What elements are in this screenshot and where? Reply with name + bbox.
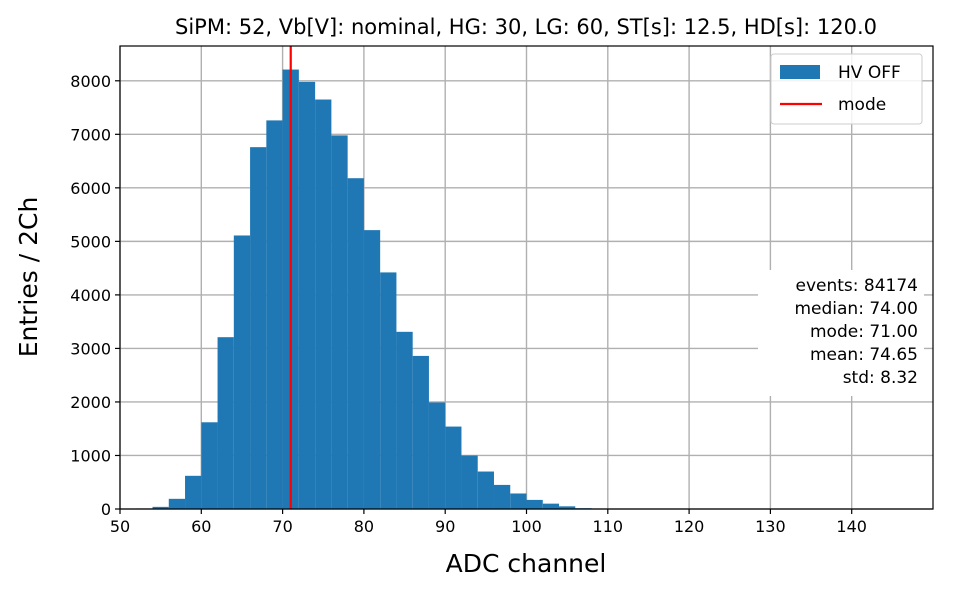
x-axis-label: ADC channel [446, 549, 607, 578]
histogram-bar [315, 99, 332, 510]
legend: HV OFF mode [770, 53, 923, 125]
y-axis-label: Entries / 2Ch [14, 197, 43, 358]
histogram-bar [363, 230, 381, 509]
histogram-bar [493, 484, 511, 509]
x-tick-label: 100 [511, 517, 542, 536]
y-tick-label: 4000 [70, 286, 111, 305]
stats-std: std: 8.32 [843, 368, 918, 388]
histogram-bar [185, 475, 202, 509]
histogram-bar [412, 355, 429, 509]
y-tick-label: 2000 [70, 393, 111, 412]
histogram-bar [542, 503, 560, 509]
histogram-bar [510, 493, 527, 509]
x-tick-layer: 50 60 70 80 90 100 110 120 130 140 [110, 509, 867, 536]
y-tick-layer: 0 1000 2000 3000 4000 5000 6000 7000 8000 [70, 72, 120, 519]
x-tick-label: 90 [435, 517, 455, 536]
histogram-bar [559, 506, 576, 509]
histogram-bar [217, 337, 234, 509]
x-tick-label: 50 [110, 517, 130, 536]
histogram-bar [152, 506, 169, 509]
legend-label-mode: mode [838, 95, 886, 115]
histogram-bar [347, 178, 364, 510]
y-tick-label: 7000 [70, 125, 111, 144]
legend-label-hv-off: HV OFF [838, 63, 901, 83]
histogram-bar [380, 272, 397, 509]
stats-box-background [758, 270, 924, 396]
x-tick-label: 70 [272, 517, 292, 536]
histogram-bar [250, 147, 267, 509]
x-tick-label: 130 [755, 517, 786, 536]
histogram-bar [445, 426, 462, 509]
histogram-bar [461, 455, 478, 509]
histogram-bar [396, 331, 413, 509]
x-tick-label: 110 [593, 517, 624, 536]
stats-mean: mean: 74.65 [810, 345, 918, 365]
histogram-bar [477, 471, 494, 509]
x-tick-label: 140 [836, 517, 867, 536]
histogram-bar [201, 422, 218, 509]
x-tick-label: 60 [191, 517, 211, 536]
histogram-bar [428, 402, 446, 509]
y-tick-label: 5000 [70, 232, 111, 251]
stats-mode: mode: 71.00 [810, 322, 918, 342]
stats-events: events: 84174 [796, 276, 919, 296]
histogram-bar [233, 235, 251, 509]
histogram-bar [168, 498, 186, 509]
y-tick-label: 0 [101, 500, 111, 519]
y-tick-label: 1000 [70, 446, 111, 465]
stats-median: median: 74.00 [794, 299, 918, 319]
histogram-bar [526, 499, 543, 509]
histogram-bar [331, 135, 348, 510]
x-tick-label: 80 [354, 517, 374, 536]
y-tick-label: 8000 [70, 72, 111, 91]
stats-box: events: 84174 median: 74.00 mode: 71.00 … [758, 270, 924, 396]
legend-swatch-hv-off [780, 65, 820, 79]
y-tick-label: 6000 [70, 179, 111, 198]
x-tick-label: 120 [674, 517, 705, 536]
y-tick-label: 3000 [70, 339, 111, 358]
histogram-bar [298, 81, 316, 509]
histogram-bar [266, 120, 283, 509]
chart-title: SiPM: 52, Vb[V]: nominal, HG: 30, LG: 60… [175, 15, 877, 39]
